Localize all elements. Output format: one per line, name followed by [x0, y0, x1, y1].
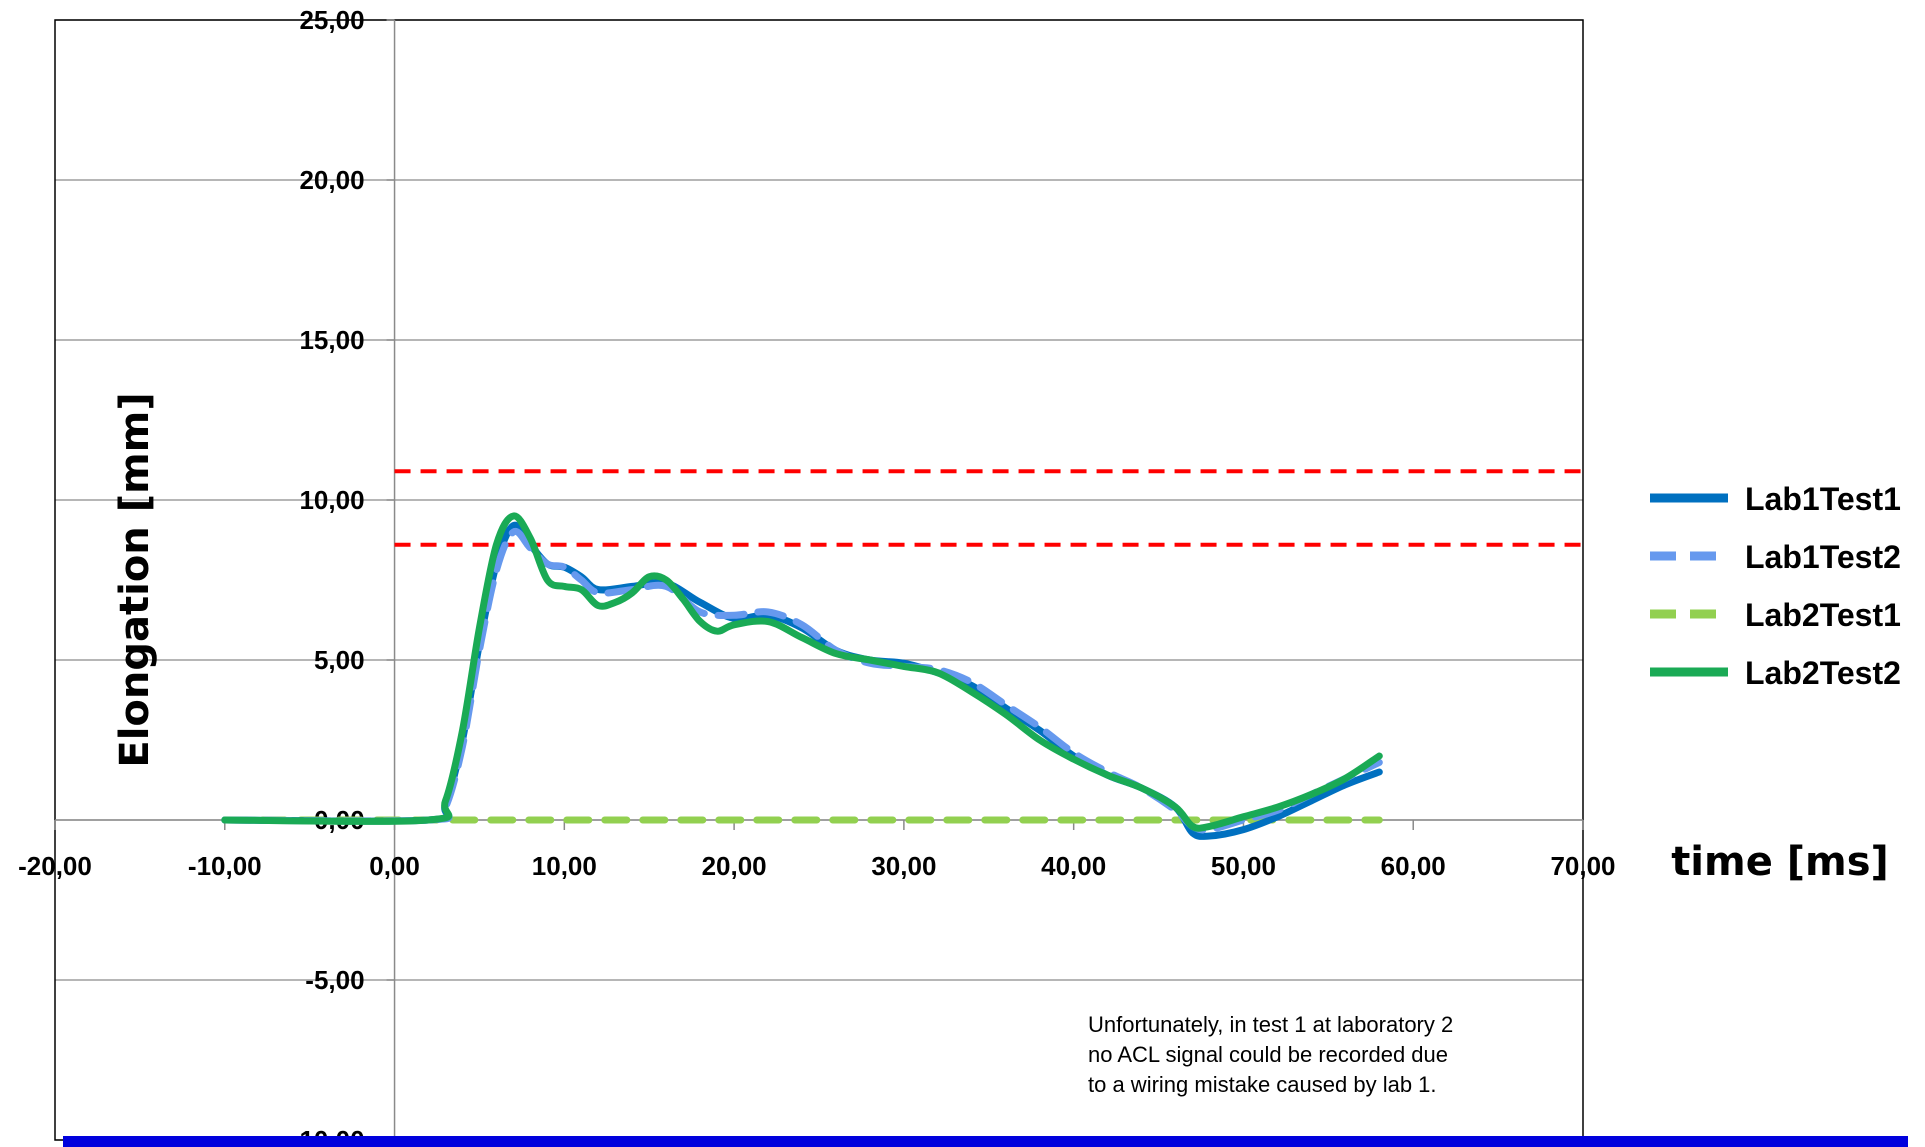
x-tick-label: 0,00: [369, 851, 420, 881]
legend-label-lab1test1: Lab1Test1: [1745, 481, 1901, 517]
y-tick-label: 5,00: [314, 645, 365, 675]
annotation-line-2: no ACL signal could be recorded due: [1088, 1042, 1448, 1067]
x-tick-label: 70,00: [1550, 851, 1615, 881]
x-tick-label: 30,00: [871, 851, 936, 881]
legend-label-lab2test2: Lab2Test2: [1745, 655, 1901, 691]
x-tick-label: -10,00: [188, 851, 262, 881]
x-tick-label: 10,00: [532, 851, 597, 881]
x-tick-label: 50,00: [1211, 851, 1276, 881]
y-tick-label: 10,00: [299, 485, 364, 515]
x-tick-label: 40,00: [1041, 851, 1106, 881]
x-tick-label: 20,00: [702, 851, 767, 881]
annotation-note: Unfortunately, in test 1 at laboratory 2…: [1088, 1010, 1548, 1100]
y-tick-label: 25,00: [299, 5, 364, 35]
x-tick-label: 60,00: [1381, 851, 1446, 881]
y-tick-label: 20,00: [299, 165, 364, 195]
x-tick-label: -20,00: [18, 851, 92, 881]
series-lines: [221, 512, 1383, 840]
y-axis-title: Elongation [mm]: [112, 392, 158, 767]
plot-area: [55, 20, 1583, 1147]
annotation-line-3: to a wiring mistake caused by lab 1.: [1088, 1072, 1437, 1097]
legend-label-lab2test1: Lab2Test1: [1745, 597, 1901, 633]
x-axis-title: time [ms]: [1671, 839, 1889, 885]
annotation-line-1: Unfortunately, in test 1 at laboratory 2: [1088, 1012, 1454, 1037]
legend: Lab1Test1 Lab1Test2 Lab2Test1 Lab2Test2: [1650, 481, 1901, 691]
series-line-lab2test2: [221, 512, 1383, 832]
y-tick-label: 15,00: [299, 325, 364, 355]
bottom-bar: [63, 1136, 1908, 1147]
reference-lines: [394, 469, 1583, 547]
y-tick-label: -5,00: [305, 965, 364, 995]
legend-label-lab1test2: Lab1Test2: [1745, 539, 1901, 575]
